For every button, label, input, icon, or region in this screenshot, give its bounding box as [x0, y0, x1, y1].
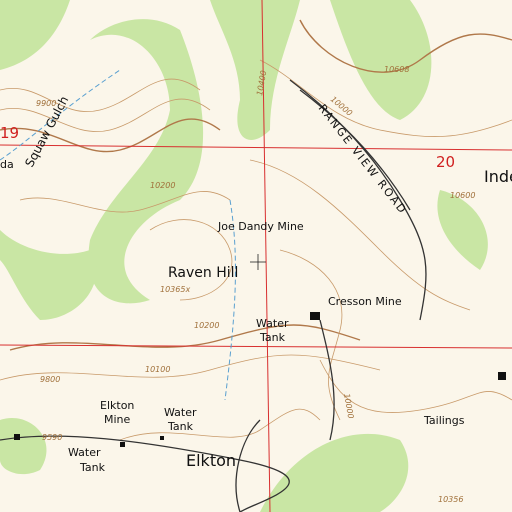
contour-label: 10100	[145, 365, 170, 374]
place-label: Elkton	[186, 451, 236, 470]
place-label: Water	[164, 406, 197, 419]
contour-label: 10400	[255, 70, 268, 97]
section-number: 20	[436, 153, 455, 171]
place-label: Tailings	[423, 414, 465, 427]
contour-label: 10356	[438, 495, 463, 504]
contour-label: 9800	[40, 375, 60, 384]
benchmark	[250, 254, 266, 270]
place-label: da	[0, 158, 14, 171]
place-label: Water	[256, 317, 289, 330]
roads	[0, 79, 427, 512]
contour-labels: 9900 10200 10400 10200 10100 9800 10000 …	[36, 65, 475, 504]
place-label: Tank	[79, 461, 106, 474]
contour-label: 10600	[450, 191, 475, 200]
place-label: Elkton	[100, 399, 134, 412]
place-label: Inde	[484, 167, 512, 186]
contour-label: 10608	[384, 65, 409, 74]
place-label: Tank	[259, 331, 286, 344]
contour-label: 10000	[342, 393, 355, 420]
streams	[0, 69, 236, 401]
contour-label: 10200	[194, 321, 219, 330]
place-label: Raven Hill	[168, 265, 238, 281]
spot-elevation: 10365x	[160, 285, 190, 294]
section-number: 19	[0, 124, 19, 142]
buildings	[14, 312, 506, 447]
vegetation	[0, 0, 488, 512]
place-label: Tank	[167, 420, 194, 433]
contour-label: 10200	[150, 181, 175, 190]
contour-lines	[0, 19, 512, 441]
contour-label: 9590	[42, 433, 62, 442]
place-label: Joe Dandy Mine	[217, 220, 304, 233]
place-label: Cresson Mine	[328, 295, 402, 308]
place-label: Mine	[104, 413, 131, 426]
place-label: Water	[68, 446, 101, 459]
contour-label: 9900	[36, 99, 56, 108]
